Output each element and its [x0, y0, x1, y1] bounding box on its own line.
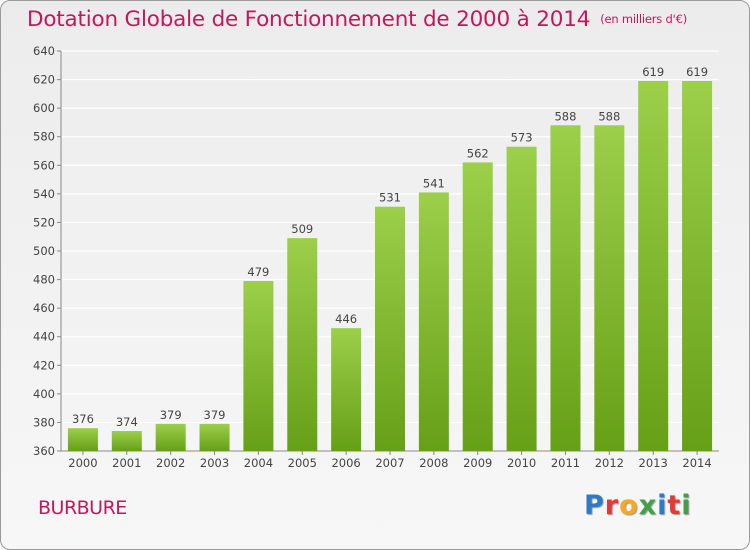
y-tick-label: 620	[33, 73, 55, 87]
chart-title: Dotation Globale de Fonctionnement de 20…	[27, 7, 687, 32]
data-label: 588	[598, 109, 620, 123]
x-tick-label: 2013	[639, 456, 668, 470]
data-label: 379	[204, 408, 226, 422]
y-tick-label: 480	[33, 273, 55, 287]
logo-letter: x	[638, 490, 658, 521]
x-tick-label: 2003	[200, 456, 229, 470]
bar-2011	[550, 125, 581, 452]
x-tick-label: 2014	[682, 456, 711, 470]
bar-2005	[287, 238, 318, 451]
y-tick-label: 420	[33, 358, 55, 372]
bar-2002	[155, 423, 186, 451]
x-tick-label: 2007	[375, 456, 404, 470]
x-tick-label: 2012	[595, 456, 624, 470]
town-name: BURBURE	[38, 497, 127, 519]
bar-2010	[506, 146, 537, 451]
bar-2001	[111, 431, 142, 451]
bar-2013	[638, 81, 669, 451]
bar-2006	[331, 328, 362, 451]
x-tick-label: 2001	[112, 456, 141, 470]
y-tick-label: 600	[33, 101, 55, 115]
bar-2009	[462, 162, 493, 451]
data-label: 541	[423, 176, 445, 190]
y-tick-label: 520	[33, 215, 55, 229]
data-labels: 376 374 379 379 479 509 446 531 541 562 573 588 588 6…	[72, 65, 708, 429]
x-tick-label: 2008	[419, 456, 448, 470]
bar-2007	[375, 206, 405, 451]
x-tick-label: 2010	[507, 456, 536, 470]
x-tick-label: 2000	[68, 456, 97, 470]
logo-letter: r	[604, 490, 620, 521]
logo-letter: i	[657, 490, 668, 521]
data-label: 479	[247, 265, 269, 279]
x-tick-label: 2006	[331, 456, 360, 470]
x-tick-label: 2011	[551, 456, 580, 470]
bar-2012	[594, 125, 625, 452]
x-tick-label: 2005	[288, 456, 317, 470]
logo-letter: P	[584, 490, 605, 521]
data-label: 562	[467, 146, 489, 160]
proxiti-logo: Proxiti	[584, 490, 692, 521]
bar-2014	[682, 81, 713, 451]
y-tick-label: 460	[33, 301, 55, 315]
bar-2004	[243, 281, 274, 451]
data-label: 573	[511, 131, 533, 145]
x-tick-label: 2004	[244, 456, 273, 470]
x-tick-label: 2002	[156, 456, 185, 470]
data-label: 376	[72, 412, 94, 426]
bar-2003	[199, 423, 230, 451]
data-label: 446	[335, 312, 357, 326]
data-label: 619	[686, 65, 708, 79]
title-text: Dotation Globale de Fonctionnement de 20…	[27, 7, 591, 32]
data-label: 374	[116, 415, 138, 429]
data-label: 379	[160, 408, 182, 422]
logo-letter: t	[667, 490, 682, 521]
y-tick-label: 580	[33, 130, 55, 144]
x-tick-label: 2009	[463, 456, 492, 470]
y-tick-label: 380	[33, 415, 55, 429]
logo-letter: o	[619, 490, 639, 521]
y-tick-label: 560	[33, 158, 55, 172]
bar-2008	[418, 192, 449, 451]
y-tick-label: 360	[33, 444, 55, 458]
bars	[67, 81, 713, 452]
data-label: 509	[291, 222, 313, 236]
y-tick-label: 500	[33, 244, 55, 258]
y-tick-label: 440	[33, 330, 55, 344]
logo-letter: i	[681, 490, 692, 521]
y-tick-label: 400	[33, 387, 55, 401]
y-tick-label: 640	[33, 44, 55, 58]
data-label: 588	[554, 109, 576, 123]
unit-label: (en milliers d'€)	[600, 12, 687, 26]
bar-2000	[67, 428, 98, 451]
data-label: 531	[379, 191, 401, 205]
y-tick-label: 540	[33, 187, 55, 201]
data-label: 619	[642, 65, 664, 79]
